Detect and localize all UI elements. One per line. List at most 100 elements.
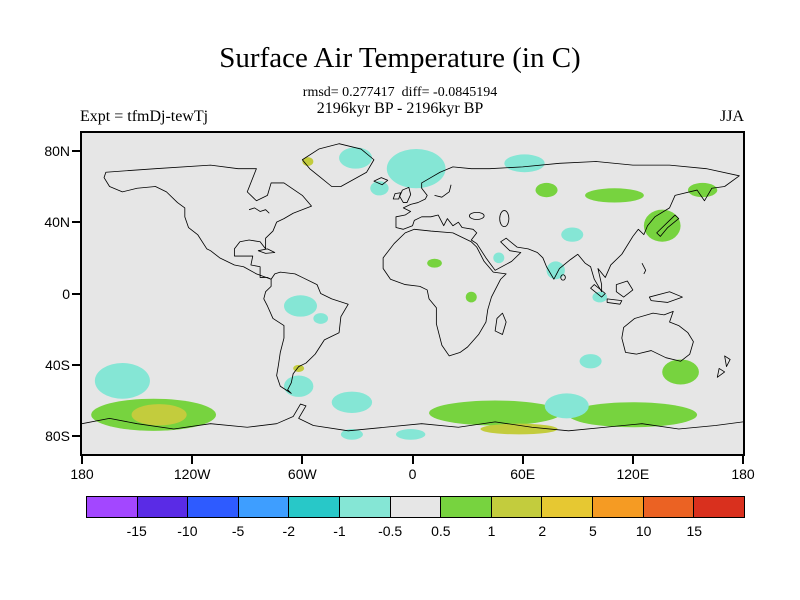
y-axis-label: 40S [45, 356, 70, 373]
colorbar-segment [389, 497, 441, 517]
anomaly-patch [504, 154, 545, 173]
anomaly-patch [339, 147, 373, 169]
period-line: 2196kyr BP - 2196kyr BP [316, 100, 484, 117]
anomaly-patch [592, 291, 608, 303]
colorbar-label: -10 [177, 523, 198, 539]
x-axis-label: 120W [173, 466, 211, 482]
colorbar-segment [288, 497, 340, 517]
y-axis-label: 40N [44, 214, 70, 231]
anomaly-patch [561, 227, 584, 242]
colorbar-label: -2 [282, 523, 295, 539]
x-axis-tick [301, 456, 304, 464]
anomaly-patch [395, 429, 426, 440]
coastline-new-zealand-north [724, 355, 731, 368]
x-axis-label: 180 [70, 466, 94, 482]
colorbar-label: 10 [635, 523, 652, 539]
coastline-africa [382, 228, 507, 357]
anomaly-patch [293, 364, 305, 372]
colorbar-segment [339, 497, 390, 517]
coastline-baltic-sea [434, 184, 452, 198]
anomaly-patch [340, 429, 363, 440]
anomaly-patch [535, 182, 558, 198]
x-axis-tick [411, 456, 414, 464]
coastline-ireland [392, 192, 401, 200]
anomaly-patch [585, 188, 644, 203]
colorbar-segment [237, 497, 289, 517]
anomaly-patch [480, 423, 558, 435]
season-label: JJA [719, 108, 744, 125]
lake-black-sea [469, 211, 485, 220]
coastline-north-america [103, 164, 312, 280]
y-axis-tick [72, 221, 80, 224]
coastline-south-america [263, 271, 349, 394]
anomaly-patch [283, 375, 314, 397]
coastlines [82, 143, 743, 432]
colorbar-label: 0.5 [431, 523, 451, 539]
colorbar-label: 15 [686, 523, 703, 539]
coastline-borneo [615, 280, 634, 298]
coastline-greenland [301, 143, 375, 187]
x-axis-label: 180 [731, 466, 755, 482]
anomaly-patches [91, 147, 718, 440]
y-axis-tick [72, 435, 80, 438]
anomaly-patch [386, 149, 446, 189]
coastline-antarctica [82, 403, 743, 432]
x-axis-tick [521, 456, 524, 464]
coastline-great-lakes [248, 207, 270, 214]
coastline-britain [399, 186, 412, 203]
y-axis-tick [72, 363, 80, 366]
coastline-sri-lanka [560, 274, 566, 281]
anomaly-patch [94, 363, 150, 399]
colorbar-label: 2 [538, 523, 547, 539]
coastline-new-zealand-south [716, 367, 726, 378]
coastline-madagascar [494, 312, 507, 335]
world-map [82, 143, 743, 440]
anomaly-patch [429, 400, 562, 426]
y-axis-tick [72, 149, 80, 152]
colorbar-segment [136, 497, 188, 517]
y-axis-label: 80N [44, 142, 70, 159]
anomaly-patch [544, 393, 589, 419]
anomaly-patch [370, 181, 389, 196]
anomaly-patch [465, 291, 477, 303]
experiment-label: Expt = tfmDj-tewTj [80, 108, 209, 125]
anomaly-patch [579, 354, 602, 369]
anomaly-patch [131, 404, 187, 426]
anomaly-patch [283, 295, 318, 317]
x-axis-label: 0 [408, 466, 417, 482]
coastline-new-guinea [648, 291, 683, 303]
anomaly-patch [568, 402, 698, 428]
colorbar-segment [490, 497, 542, 517]
colorbar-label: 5 [589, 523, 597, 539]
colorbar-label: -0.5 [378, 523, 403, 539]
coastline-australia [621, 310, 694, 362]
colorbar-label: 1 [487, 523, 496, 539]
colorbar-label: -15 [126, 523, 147, 539]
coastline-iceland [373, 177, 389, 186]
colorbar-label: -5 [231, 523, 245, 539]
anomaly-patch [493, 252, 505, 264]
colorbar-wrap: -15 -10 -5 -2 -1 -0.5 0.5 1 2 5 10 15 [86, 496, 745, 542]
colorbar-segment [592, 497, 643, 517]
colorbar-segment [440, 497, 491, 517]
coastline-japan [656, 214, 680, 237]
colorbar-segment [541, 497, 593, 517]
coastline-philippines [641, 263, 647, 275]
y-axis-label: 80S [45, 428, 70, 445]
anomaly-patch [331, 391, 373, 413]
x-axis-tick [631, 456, 634, 464]
anomaly-patch [313, 313, 329, 324]
colorbar [86, 496, 745, 518]
colorbar-segment [187, 497, 238, 517]
anomaly-patch [643, 209, 681, 242]
x-axis-tick [81, 456, 83, 464]
x-axis-label: 60E [510, 466, 536, 482]
anomaly-patch [427, 258, 442, 268]
coastline-sumatra [590, 284, 606, 298]
colorbar-segment [642, 497, 694, 517]
x-axis-tick [191, 456, 194, 464]
y-axis-label: 0 [62, 285, 70, 302]
x-axis-tick [742, 456, 744, 464]
anomaly-patch [302, 157, 314, 166]
colorbar-label: -1 [333, 523, 346, 539]
